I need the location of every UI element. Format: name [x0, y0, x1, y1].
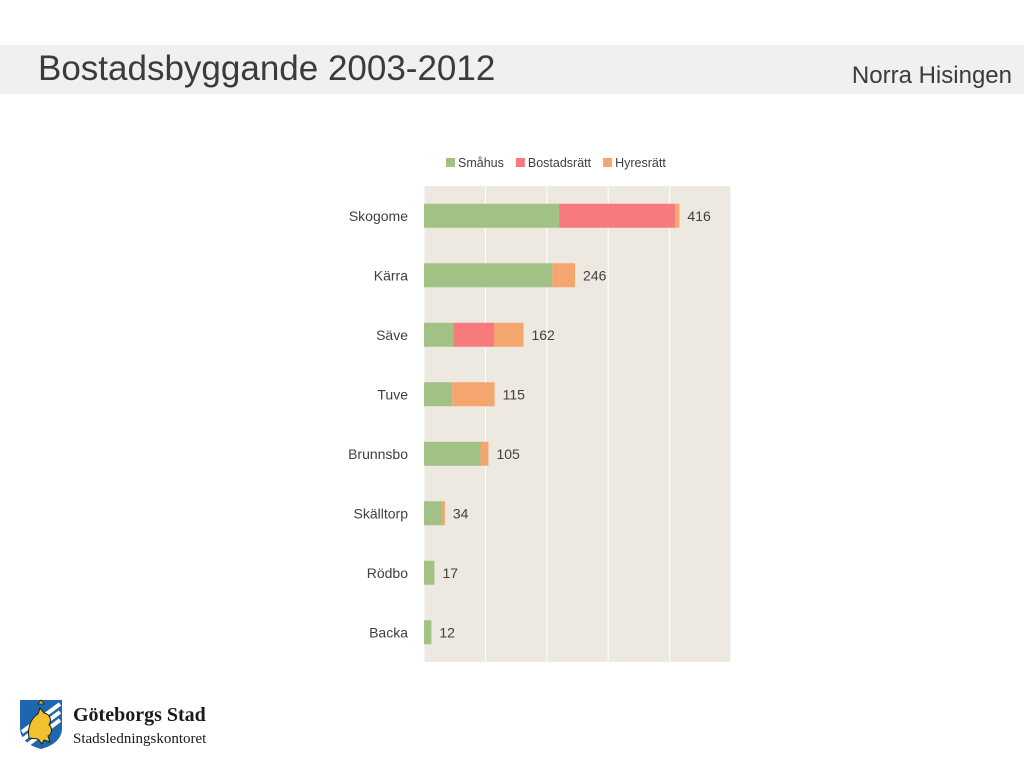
bar-segment: [453, 322, 494, 347]
total-label: 34: [453, 505, 469, 521]
bar-row: Kärra 246: [374, 263, 607, 288]
city-crest-icon: [20, 699, 62, 749]
bar-row: Brunnsbo 105: [348, 441, 520, 466]
total-label: 105: [496, 446, 520, 462]
bar-segment: [675, 203, 680, 228]
legend-swatch: [446, 158, 455, 167]
bar-rows: Skogome 416 Kärra 246 Säve 162 Tuve 115 Brunnsbo…: [348, 203, 711, 645]
total-label: 246: [583, 267, 607, 283]
legend-swatch: [603, 158, 613, 167]
bar-segment: [493, 322, 524, 347]
bar-row: Tuve 115: [377, 382, 526, 407]
category-label: Brunnsbo: [348, 446, 408, 462]
bar-row: Backa 12: [369, 620, 455, 645]
bar-segment: [424, 620, 432, 645]
total-label: 115: [503, 386, 526, 402]
legend-label: Småhus: [458, 156, 504, 170]
legend-label: Hyresrätt: [615, 156, 666, 170]
bar-segment: [424, 322, 454, 347]
bar-segment: [424, 501, 443, 526]
bar-row: Rödbo 17: [367, 560, 458, 585]
bar-row: Säve 162: [376, 322, 555, 347]
category-label: Skälltorp: [354, 505, 409, 521]
page-title: Bostadsbyggande 2003-2012: [38, 49, 496, 88]
category-label: Säve: [376, 327, 408, 343]
goteborg-logo: Göteborgs Stad Stadsledningskontoret: [18, 698, 258, 754]
bar-segment: [552, 263, 576, 288]
bar-segment: [452, 382, 495, 407]
category-label: Tuve: [377, 386, 408, 402]
category-label: Rödbo: [367, 565, 408, 581]
bar-segment: [424, 560, 435, 585]
bar-segment: [424, 263, 553, 288]
bar-segment: [442, 501, 445, 526]
bar-segment: [424, 382, 453, 407]
total-label: 12: [439, 624, 455, 640]
legend-swatch: [515, 158, 525, 167]
total-label: 17: [442, 565, 458, 581]
bar-row: Skälltorp 34: [354, 501, 469, 526]
total-label: 162: [531, 327, 555, 343]
category-label: Backa: [369, 624, 408, 640]
bar-segment: [424, 441, 481, 466]
header-band: [0, 45, 1024, 94]
total-label: 416: [687, 208, 711, 224]
legend-label: Bostadsrätt: [528, 156, 592, 170]
category-label: Kärra: [374, 267, 408, 283]
logo-name: Göteborgs Stad: [73, 704, 206, 726]
page-subtitle: Norra Hisingen: [851, 62, 1012, 89]
category-label: Skogome: [349, 208, 408, 224]
plot-background: [424, 186, 731, 662]
chart-legend: Småhus Bostadsrätt Hyresrätt: [446, 156, 666, 170]
bar-segment: [559, 203, 676, 228]
bar-row: Skogome 416: [349, 203, 711, 228]
bar-segment: [480, 441, 489, 466]
logo-department: Stadsledningskontoret: [73, 731, 207, 747]
bar-segment: [424, 203, 560, 228]
